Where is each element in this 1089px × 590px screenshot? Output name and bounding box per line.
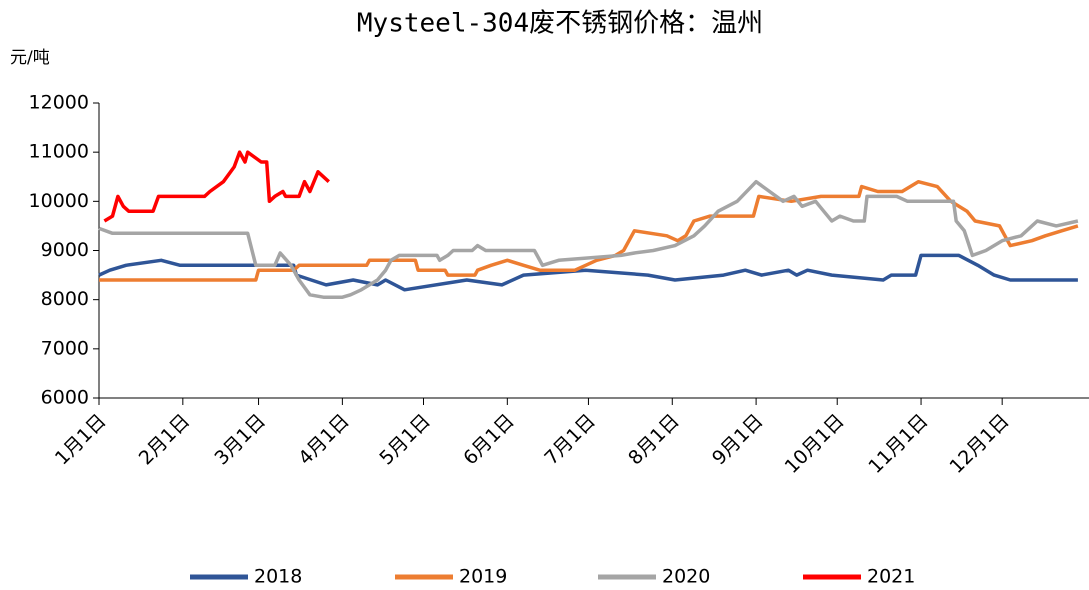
y-axis-label: 元/吨 [10, 48, 50, 68]
series-line [98, 179, 1079, 299]
chart-title: Mysteel-304废不锈钢价格：温州 [357, 9, 763, 39]
x-tick-label: 10月1日 [781, 410, 849, 478]
x-tick-label: 9月1日 [708, 410, 768, 470]
x-tick-label: 1月1日 [51, 410, 111, 470]
y-tick-label: 11000 [29, 141, 89, 163]
legend-label: 2020 [662, 566, 710, 588]
x-tick-label: 3月1日 [210, 410, 270, 470]
series-line [99, 179, 1079, 282]
y-tick-label: 9000 [41, 239, 89, 261]
x-tick-label: 5月1日 [375, 410, 435, 470]
legend-label: 2021 [867, 566, 915, 588]
y-tick-label: 8000 [41, 288, 89, 310]
x-tick-label: 4月1日 [294, 410, 354, 470]
x-tick-label: 8月1日 [624, 410, 684, 470]
y-tick-label: 6000 [41, 387, 89, 409]
legend-label: 2019 [459, 566, 507, 588]
series-line [103, 150, 330, 223]
x-tick-label: 12月1日 [946, 410, 1014, 478]
y-tick-label: 10000 [29, 190, 89, 212]
legend-label: 2018 [254, 566, 302, 588]
x-tick-label: 2月1日 [135, 410, 195, 470]
y-tick-label: 7000 [41, 337, 89, 359]
y-tick-label: 12000 [29, 92, 89, 114]
series-line [98, 253, 1078, 292]
x-tick-label: 7月1日 [540, 410, 600, 470]
x-tick-label: 11月1日 [864, 410, 932, 478]
x-tick-label: 6月1日 [459, 410, 519, 470]
